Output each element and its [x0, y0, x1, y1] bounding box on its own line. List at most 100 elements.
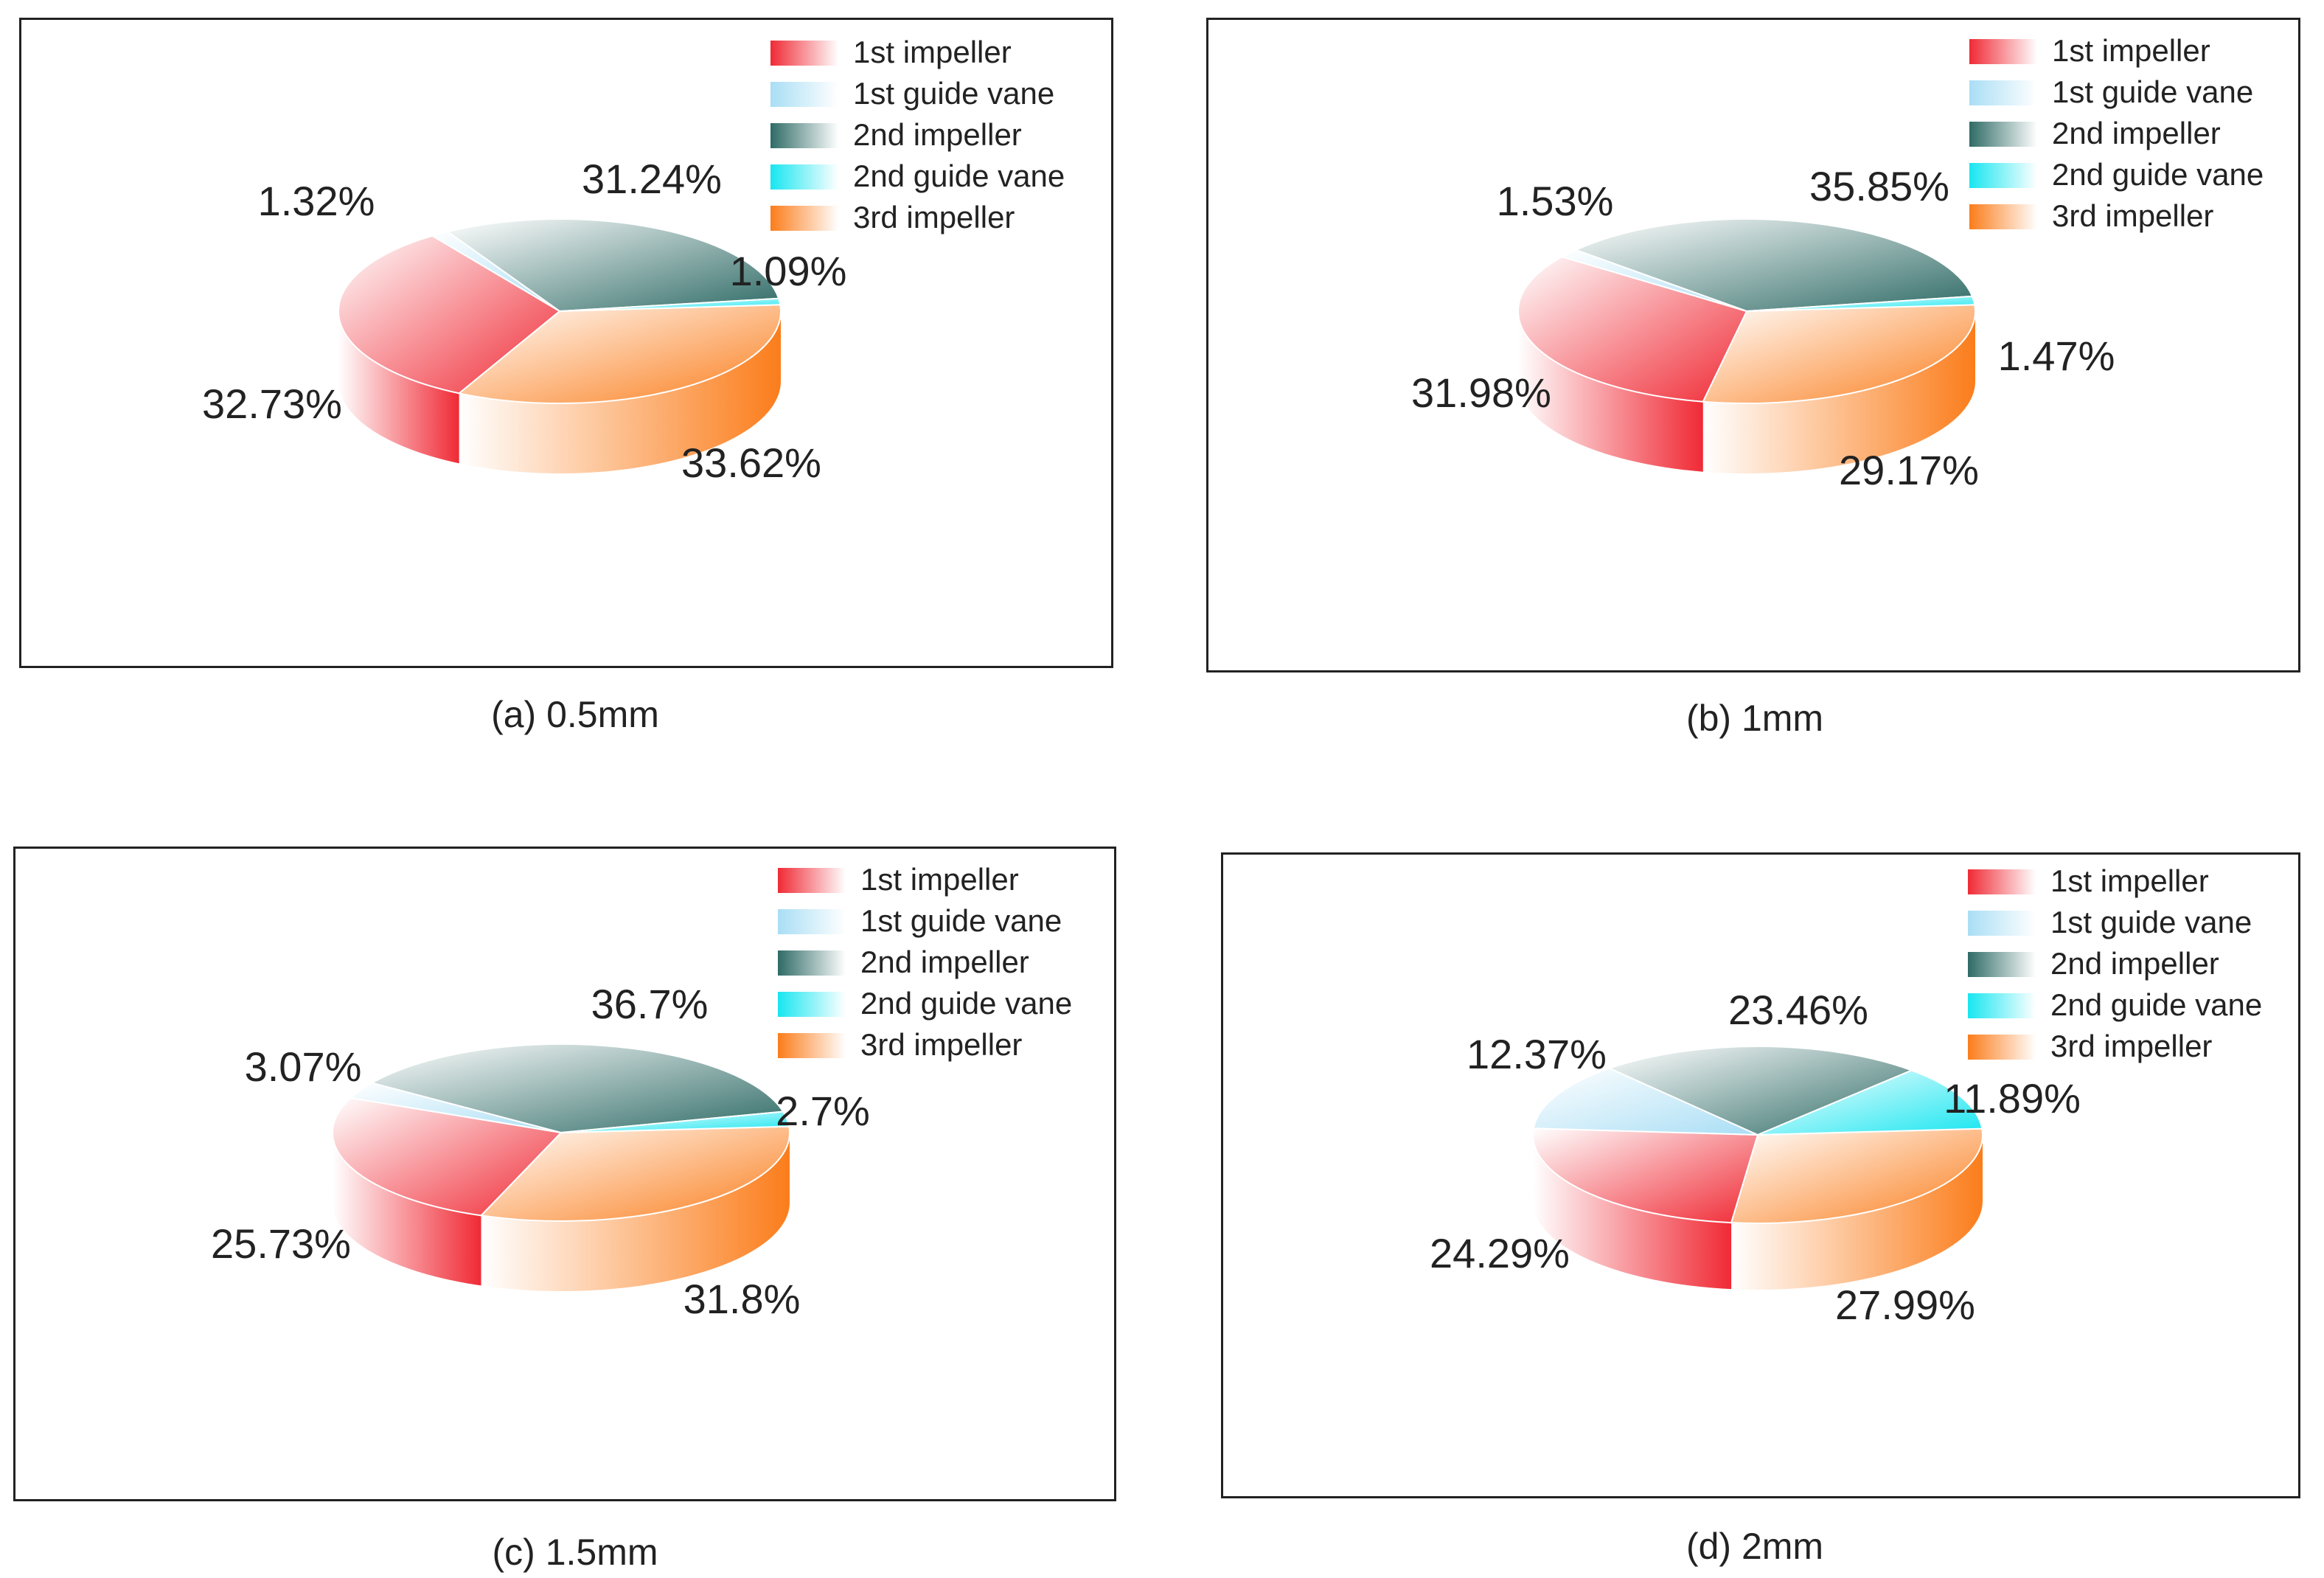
value-label-2nd-guide-vane: 1.09% [730, 248, 847, 294]
legend-label-2nd-impeller: 2nd impeller [2052, 116, 2221, 150]
pie-slice-2nd-guide-vane [559, 297, 782, 312]
legend-label-2nd-guide-vane: 2nd guide vane [853, 159, 1065, 193]
pie-slice-2nd-guide-vane [560, 1110, 790, 1133]
legend-label-1st-impeller: 1st impeller [2050, 863, 2209, 898]
legend-label-2nd-guide-vane: 2nd guide vane [2050, 987, 2262, 1022]
pie-slice-2nd-impeller [1607, 1046, 1914, 1136]
pie-slice-2nd-impeller [369, 1043, 784, 1134]
legend-swatch-2nd-guide-vane [770, 164, 838, 190]
legend-label-2nd-guide-vane: 2nd guide vane [2052, 157, 2264, 192]
pie-slice-2nd-guide-vane [1746, 295, 1976, 312]
pie-side-3rd-impeller [1702, 311, 1975, 474]
caption-a: (a) 0.5mm [491, 694, 659, 735]
panel-d: 24.29% 12.37% 23.46% 11.89% 27.99% 1st impell… [1180, 826, 2324, 1578]
pie-slice-2nd-impeller [1573, 218, 1974, 313]
value-label-1st-guide-vane: 3.07% [245, 1043, 362, 1090]
pie-side-3rd-impeller [1731, 1135, 1983, 1290]
legend-label-1st-guide-vane: 1st guide vane [860, 903, 1062, 938]
value-label-2nd-impeller: 35.85% [1809, 163, 1949, 209]
panel-c: 25.73% 3.07% 36.7% 2.7% 31.8% 1st impeller 1st… [0, 826, 1150, 1578]
legend: 1st impeller 1st guide vane 2nd impeller 2n… [770, 35, 1065, 234]
value-label-2nd-impeller: 31.24% [582, 156, 722, 202]
legend-swatch-1st-impeller [770, 41, 838, 66]
legend-swatch-3rd-impeller [778, 1033, 846, 1058]
legend-label-1st-impeller: 1st impeller [853, 35, 1012, 69]
legend-swatch-2nd-guide-vane [1968, 993, 2036, 1018]
legend: 1st impeller 1st guide vane 2nd impeller 2n… [1968, 863, 2262, 1063]
legend-swatch-1st-guide-vane [770, 82, 838, 107]
pie-side-1st-impeller [338, 311, 459, 464]
value-label-2nd-impeller: 36.7% [591, 981, 709, 1027]
legend-swatch-3rd-impeller [770, 206, 838, 231]
value-label-3rd-impeller: 27.99% [1835, 1282, 1975, 1328]
legend-label-2nd-impeller: 2nd impeller [860, 945, 1029, 979]
legend-label-1st-impeller: 1st impeller [2052, 33, 2210, 68]
value-label-1st-impeller: 25.73% [211, 1220, 351, 1267]
legend-label-3rd-impeller: 3rd impeller [2052, 198, 2213, 233]
value-label-2nd-guide-vane: 1.47% [1998, 333, 2115, 379]
value-label-2nd-guide-vane: 2.7% [776, 1088, 870, 1134]
legend-swatch-2nd-impeller [770, 123, 838, 148]
legend-label-2nd-impeller: 2nd impeller [853, 117, 1022, 152]
pie-side-3rd-impeller [481, 1133, 790, 1291]
caption-b: (b) 1mm [1685, 698, 1824, 739]
pie-side-3rd-impeller [459, 311, 781, 474]
legend-swatch-1st-impeller [778, 868, 846, 893]
value-label-1st-guide-vane: 12.37% [1467, 1031, 1607, 1077]
legend-label-3rd-impeller: 3rd impeller [860, 1027, 1022, 1062]
legend-swatch-1st-guide-vane [778, 909, 846, 934]
caption-c: (c) 1.5mm [492, 1532, 658, 1573]
legend-swatch-1st-guide-vane [1968, 911, 2036, 936]
legend-swatch-2nd-guide-vane [778, 992, 846, 1017]
legend-swatch-3rd-impeller [1968, 1035, 2036, 1060]
pie-chart-b: 31.98% 1.53% 35.85% 1.47% 29.17% 1st impeller… [1411, 33, 2264, 493]
pie-slice-3rd-impeller [1702, 304, 1976, 404]
pie-slice-1st-impeller [338, 234, 561, 394]
value-label-1st-guide-vane: 1.53% [1497, 178, 1614, 224]
pie-side-1st-impeller [1518, 311, 1703, 472]
value-label-1st-impeller: 32.73% [202, 380, 342, 427]
legend-swatch-1st-guide-vane [1969, 80, 2037, 105]
pie-slice-2nd-impeller [445, 218, 780, 313]
value-label-1st-impeller: 31.98% [1411, 369, 1551, 416]
pie-slice-1st-impeller [1517, 256, 1748, 403]
pie-chart-d: 24.29% 12.37% 23.46% 11.89% 27.99% 1st impell… [1430, 863, 2262, 1328]
value-label-3rd-impeller: 31.8% [683, 1276, 801, 1322]
legend-swatch-2nd-impeller [1968, 952, 2036, 977]
pie-slice-1st-impeller [1532, 1127, 1759, 1224]
legend-swatch-1st-impeller [1968, 869, 2036, 894]
value-label-3rd-impeller: 33.62% [681, 439, 821, 486]
legend-label-1st-guide-vane: 1st guide vane [2052, 74, 2253, 109]
legend-label-2nd-impeller: 2nd impeller [2050, 946, 2219, 981]
legend-label-1st-impeller: 1st impeller [860, 862, 1019, 897]
value-label-2nd-impeller: 23.46% [1728, 987, 1868, 1033]
legend: 1st impeller 1st guide vane 2nd impeller 2n… [1969, 33, 2264, 233]
value-label-1st-guide-vane: 1.32% [258, 178, 375, 224]
pie-side-1st-impeller [333, 1133, 481, 1286]
chart-frame-b: 31.98% 1.53% 35.85% 1.47% 29.17% 1st impeller… [1206, 18, 2300, 672]
legend-swatch-1st-impeller [1969, 39, 2037, 64]
pie-chart-a: 32.73% 1.32% 31.24%1.09% 33.62% 1st impeller… [202, 35, 1065, 486]
legend: 1st impeller 1st guide vane 2nd impeller 2n… [778, 862, 1072, 1062]
legend-swatch-2nd-impeller [1969, 122, 2037, 147]
pie-slice-1st-impeller [332, 1096, 563, 1217]
chart-frame-a: 32.73% 1.32% 31.24% 1.09% 33.62% 1st impeller… [19, 18, 1113, 668]
pie-slice-3rd-impeller [457, 304, 782, 404]
pie-slice-2nd-guide-vane [1757, 1069, 1983, 1136]
legend-swatch-3rd-impeller [1969, 204, 2037, 229]
legend-label-3rd-impeller: 3rd impeller [2050, 1029, 2212, 1063]
value-label-1st-impeller: 24.29% [1430, 1230, 1570, 1276]
legend-label-3rd-impeller: 3rd impeller [853, 200, 1015, 234]
pie-slice-3rd-impeller [1730, 1127, 1983, 1224]
panel-a: 32.73% 1.32% 31.24% 1.09% 33.62% 1st impeller… [0, 0, 1150, 752]
legend-label-2nd-guide-vane: 2nd guide vane [860, 986, 1072, 1021]
pie-slice-1st-guide-vane [1532, 1067, 1758, 1136]
legend-swatch-2nd-impeller [778, 950, 846, 976]
panel-b: 31.98% 1.53% 35.85% 1.47% 29.17% 1st impeller… [1180, 0, 2324, 752]
value-label-2nd-guide-vane: 11.89% [1944, 1075, 2081, 1122]
caption-d: (d) 2mm [1685, 1526, 1824, 1567]
legend-label-1st-guide-vane: 1st guide vane [853, 76, 1054, 111]
legend-swatch-2nd-guide-vane [1969, 163, 2037, 188]
pie-chart-c: 25.73%3.07%36.7%2.7%31.8%1st impeller1st… [211, 862, 1072, 1322]
chart-frame-d: 24.29% 12.37% 23.46% 11.89% 27.99% 1st impell… [1221, 852, 2300, 1498]
